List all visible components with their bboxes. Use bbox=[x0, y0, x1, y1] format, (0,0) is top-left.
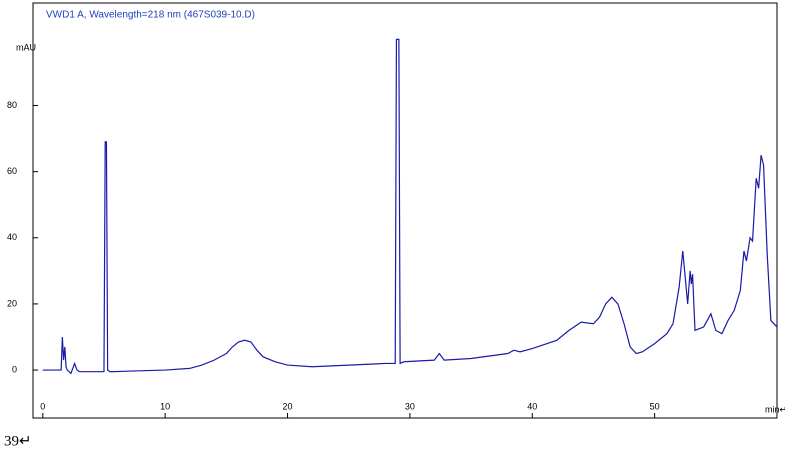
x-tick-label: 10 bbox=[160, 401, 170, 411]
signal-line bbox=[42, 38, 778, 375]
x-tick-label: 50 bbox=[650, 401, 660, 411]
y-tick-label: 60 bbox=[7, 166, 17, 176]
chart-title: VWD1 A, Wavelength=218 nm (467S039-10.D) bbox=[46, 10, 255, 21]
y-axis-label: mAU bbox=[16, 42, 36, 52]
y-tick-label: 80 bbox=[7, 100, 17, 110]
caption: 39↵ bbox=[4, 433, 32, 449]
y-tick-label: 0 bbox=[12, 364, 17, 374]
y-tick-label: 40 bbox=[7, 232, 17, 242]
x-tick-label: 40 bbox=[527, 401, 537, 411]
plot-frame bbox=[32, 2, 778, 419]
x-tick-label: 30 bbox=[405, 401, 415, 411]
x-axis-label: min↵ bbox=[765, 404, 785, 414]
x-tick-label: 20 bbox=[283, 401, 293, 411]
x-tick-label: 0 bbox=[40, 401, 45, 411]
y-tick-label: 20 bbox=[7, 298, 17, 308]
